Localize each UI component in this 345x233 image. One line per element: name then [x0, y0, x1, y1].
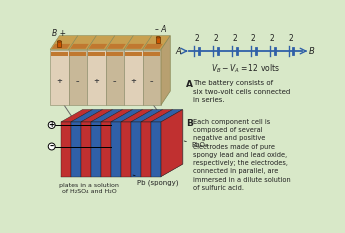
Text: 2: 2 [213, 34, 218, 43]
Polygon shape [121, 110, 152, 122]
Polygon shape [87, 50, 106, 105]
Polygon shape [91, 110, 122, 122]
Polygon shape [88, 52, 105, 56]
Polygon shape [91, 122, 101, 177]
Text: A: A [186, 80, 193, 89]
Text: +: + [130, 78, 136, 84]
Text: A: A [175, 47, 181, 55]
Polygon shape [121, 122, 131, 177]
Polygon shape [71, 122, 81, 177]
Text: –: – [76, 78, 80, 84]
Polygon shape [69, 50, 87, 105]
Polygon shape [107, 44, 126, 49]
Polygon shape [87, 36, 115, 50]
Polygon shape [124, 50, 142, 105]
Polygon shape [161, 110, 183, 177]
Text: B +: B + [52, 29, 66, 38]
Text: Each component cell is
composed of several
negative and positive
electrodes made: Each component cell is composed of sever… [193, 119, 290, 191]
Polygon shape [61, 122, 71, 177]
Text: B: B [186, 119, 193, 128]
Text: plates in a solution
of H₂SO₄ and H₂O: plates in a solution of H₂SO₄ and H₂O [59, 183, 119, 194]
Polygon shape [151, 122, 161, 177]
Polygon shape [156, 37, 160, 43]
Polygon shape [81, 110, 112, 122]
Polygon shape [142, 36, 170, 50]
Polygon shape [144, 44, 163, 49]
Circle shape [48, 122, 55, 128]
Text: – A: – A [155, 25, 166, 34]
Polygon shape [82, 110, 183, 164]
Polygon shape [101, 110, 132, 122]
Polygon shape [106, 50, 124, 105]
Polygon shape [50, 50, 69, 105]
Polygon shape [151, 110, 183, 122]
Text: +: + [57, 78, 62, 84]
Polygon shape [51, 52, 68, 56]
Text: –: – [150, 78, 154, 84]
Polygon shape [61, 164, 183, 177]
Polygon shape [126, 44, 144, 49]
Ellipse shape [156, 36, 160, 38]
Text: 2: 2 [232, 34, 237, 43]
Polygon shape [161, 36, 170, 105]
Text: 2: 2 [270, 34, 275, 43]
Text: B: B [309, 47, 315, 55]
Text: 2: 2 [289, 34, 294, 43]
Polygon shape [81, 122, 91, 177]
Polygon shape [71, 110, 102, 122]
Polygon shape [106, 52, 123, 56]
Polygon shape [70, 44, 89, 49]
Text: –: – [50, 142, 54, 151]
Polygon shape [131, 122, 141, 177]
Polygon shape [131, 110, 162, 122]
Text: 2: 2 [251, 34, 256, 43]
Polygon shape [69, 52, 86, 56]
Polygon shape [141, 122, 151, 177]
Text: Pb (spongy): Pb (spongy) [133, 175, 178, 186]
Polygon shape [69, 36, 96, 50]
Polygon shape [143, 52, 160, 56]
Polygon shape [124, 36, 152, 50]
Polygon shape [52, 44, 70, 49]
Polygon shape [141, 110, 172, 122]
Text: The battery consists of
six two-volt cells connected
in series.: The battery consists of six two-volt cel… [193, 80, 290, 103]
Polygon shape [125, 52, 142, 56]
Text: –: – [113, 78, 117, 84]
Text: PbO₂: PbO₂ [184, 141, 209, 148]
Text: +: + [49, 120, 55, 130]
Polygon shape [50, 36, 78, 50]
Polygon shape [111, 110, 142, 122]
Polygon shape [61, 110, 92, 122]
Polygon shape [58, 41, 61, 47]
Circle shape [48, 143, 55, 150]
Polygon shape [101, 122, 111, 177]
Text: +: + [93, 78, 99, 84]
Ellipse shape [58, 41, 61, 42]
Polygon shape [106, 36, 133, 50]
Text: 2: 2 [194, 34, 199, 43]
Polygon shape [142, 50, 161, 105]
Polygon shape [111, 122, 121, 177]
Polygon shape [89, 44, 107, 49]
Text: $V_B - V_A = 12\ \mathrm{volts}$: $V_B - V_A = 12\ \mathrm{volts}$ [211, 63, 280, 75]
